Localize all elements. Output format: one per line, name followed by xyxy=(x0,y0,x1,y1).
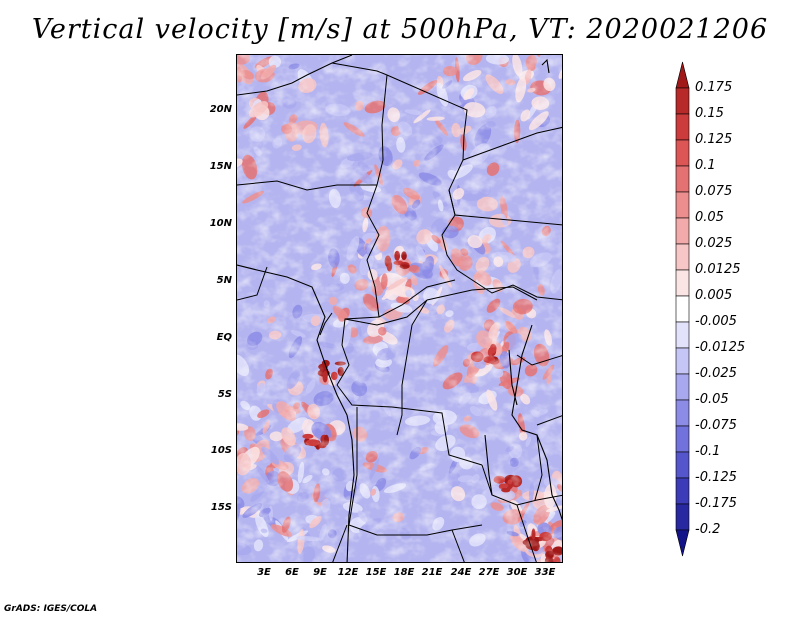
lat-label: 20N xyxy=(209,104,232,115)
lat-label: 5N xyxy=(216,275,232,286)
colorbar-level-label: -0.025 xyxy=(695,366,737,381)
colorbar-cell xyxy=(675,321,690,349)
grads-credit: GrADS: IGES/COLA xyxy=(4,604,98,614)
vertical-velocity-field xyxy=(237,55,562,562)
colorbar-cell xyxy=(675,529,690,557)
colorbar-level-label: 0.05 xyxy=(695,210,724,225)
lat-label: 10S xyxy=(210,445,232,456)
colorbar-level-label: -0.05 xyxy=(695,392,729,407)
colorbar-cell xyxy=(675,425,690,453)
colorbar-cell xyxy=(675,269,690,297)
lon-label: 12E xyxy=(337,567,359,578)
lon-label: 3E xyxy=(257,567,271,578)
colorbar-cell xyxy=(675,399,690,427)
colorbar-level-label: -0.175 xyxy=(695,496,737,511)
lon-label: 18E xyxy=(393,567,415,578)
lon-label: 6E xyxy=(285,567,299,578)
coastline xyxy=(237,58,562,562)
colorbar-cell xyxy=(675,243,690,271)
colorbar-cell xyxy=(675,113,690,141)
colorbar-level-label: 0.005 xyxy=(695,288,733,303)
colorbar-cell xyxy=(675,165,690,193)
lat-label: 5S xyxy=(217,389,232,400)
lon-label: 30E xyxy=(506,567,528,578)
lon-label: 27E xyxy=(478,567,500,578)
colorbar-level-label: 0.125 xyxy=(695,132,733,147)
lat-label: EQ xyxy=(216,332,232,343)
colorbar-level-label: -0.2 xyxy=(695,522,721,537)
lat-label: 15S xyxy=(210,502,232,513)
colorbar-level-label: 0.0125 xyxy=(695,262,741,277)
colorbar-cell xyxy=(675,477,690,505)
fine-structure xyxy=(237,55,562,562)
colorbar-cell xyxy=(675,373,690,401)
lon-label: 33E xyxy=(534,567,556,578)
country-borders xyxy=(237,55,562,562)
colorbar-cell xyxy=(675,61,690,89)
colorbar-cell xyxy=(675,217,690,245)
map-panel xyxy=(236,54,563,563)
lon-label: 9E xyxy=(313,567,327,578)
colorbar-cell xyxy=(675,451,690,479)
lon-label: 15E xyxy=(365,567,387,578)
colorbar-level-label: -0.1 xyxy=(695,444,721,459)
colorbar-level-label: 0.15 xyxy=(695,106,724,121)
lon-label: 21E xyxy=(421,567,443,578)
colorbar-level-label: 0.175 xyxy=(695,80,733,95)
colorbar-level-label: 0.1 xyxy=(695,158,716,173)
colorbar-cell xyxy=(675,503,690,531)
colorbar-level-label: 0.075 xyxy=(695,184,733,199)
lat-label: 10N xyxy=(209,218,232,229)
lat-label: 15N xyxy=(209,161,232,172)
colorbar-level-label: -0.0125 xyxy=(695,340,746,355)
colorbar-cell xyxy=(675,139,690,167)
colorbar-cell xyxy=(675,295,690,323)
colorbar-cell xyxy=(675,347,690,375)
lon-label: 24E xyxy=(450,567,472,578)
map-title: Vertical velocity [m/s] at 500hPa, VT: 2… xyxy=(31,14,769,45)
colorbar-level-label: 0.025 xyxy=(695,236,733,251)
colorbar-level-label: -0.075 xyxy=(695,418,737,433)
colorbar-level-label: -0.005 xyxy=(695,314,737,329)
colorbar-level-label: -0.125 xyxy=(695,470,737,485)
colorbar-cell xyxy=(675,191,690,219)
colorbar-cell xyxy=(675,87,690,115)
